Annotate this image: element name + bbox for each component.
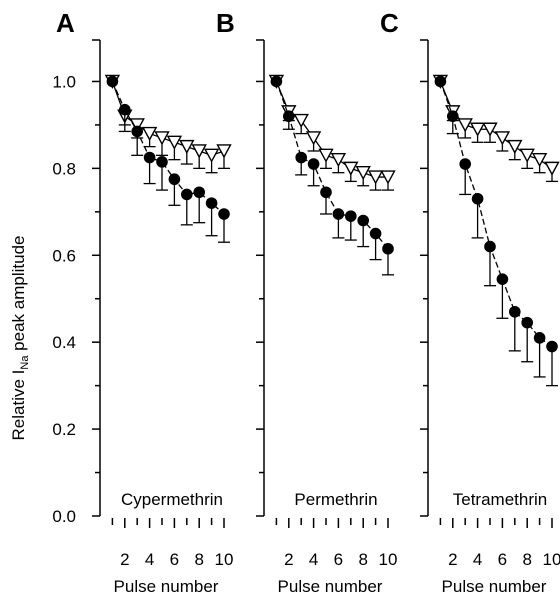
y-tick-label: 0.8 xyxy=(52,159,76,178)
x-tick-label: 2 xyxy=(448,550,457,569)
data-point xyxy=(283,110,295,123)
data-point xyxy=(131,125,143,138)
data-point xyxy=(106,75,119,88)
panel-letter: B xyxy=(216,8,235,38)
x-axis-label: Pulse number xyxy=(114,577,219,596)
data-point xyxy=(179,139,195,155)
x-tick-label: 4 xyxy=(473,550,482,569)
data-point xyxy=(320,186,332,199)
y-axis-label: Relative INa peak amplitude xyxy=(9,236,31,441)
data-point xyxy=(181,188,193,201)
series-filled-circles xyxy=(270,75,394,276)
data-point xyxy=(166,135,183,150)
data-point xyxy=(295,151,308,164)
data-point xyxy=(496,273,509,285)
panel-a: A 2 4 6 8 10 Pulse number Cypermethrin xyxy=(56,8,233,596)
data-point xyxy=(343,161,359,176)
x-axis-label: Pulse number xyxy=(278,577,383,596)
data-point xyxy=(509,305,521,318)
x-tick-label: 6 xyxy=(498,550,507,569)
data-point xyxy=(380,170,396,185)
data-point xyxy=(218,208,230,220)
data-point xyxy=(355,166,371,181)
panel-b: B 2 4 6 8 10 Pulse number Permethrin xyxy=(216,8,397,596)
data-point xyxy=(119,103,131,116)
x-axis-label: Pulse number xyxy=(442,577,547,596)
x-tick-label: 4 xyxy=(145,550,154,569)
data-point xyxy=(330,152,347,168)
data-point xyxy=(369,227,382,240)
data-point xyxy=(203,148,220,163)
data-point xyxy=(459,158,472,170)
data-point xyxy=(307,158,320,170)
data-point xyxy=(191,144,207,159)
data-point xyxy=(544,161,560,176)
panel-letter: A xyxy=(56,8,75,38)
y-tick-label: 1.0 xyxy=(52,72,76,91)
x-tick-label: 6 xyxy=(170,550,179,569)
data-point xyxy=(469,122,486,137)
x-tick-label: 2 xyxy=(284,550,293,569)
data-point xyxy=(293,113,309,129)
data-point xyxy=(531,152,548,168)
data-point xyxy=(507,139,523,155)
x-tick-label: 8 xyxy=(194,550,203,569)
data-point xyxy=(154,131,170,146)
data-point xyxy=(521,316,533,329)
panel-c: C 2 4 6 8 10 Pulse number Tetramethrin xyxy=(380,8,560,596)
data-point xyxy=(141,126,158,142)
data-point xyxy=(367,170,384,185)
data-point xyxy=(533,332,546,344)
data-point xyxy=(270,75,283,88)
x-tick-label: 10 xyxy=(379,550,398,569)
series-filled-circles xyxy=(434,75,558,387)
y-tick-label: 0.0 xyxy=(52,507,76,526)
series-filled-circles xyxy=(106,75,230,243)
data-point xyxy=(494,131,511,146)
data-point xyxy=(318,148,334,163)
data-point xyxy=(143,151,156,164)
compound-label: Permethrin xyxy=(294,490,377,509)
x-tick-label: 10 xyxy=(215,550,234,569)
data-point xyxy=(357,214,370,227)
data-point xyxy=(345,210,357,222)
x-tick-label: 6 xyxy=(334,550,343,569)
x-tick-label: 2 xyxy=(120,550,129,569)
data-point xyxy=(205,197,218,209)
data-point xyxy=(447,110,459,123)
data-point xyxy=(305,131,322,146)
x-tick-label: 8 xyxy=(358,550,367,569)
series-line xyxy=(439,81,553,348)
data-point xyxy=(168,173,181,186)
y-tick-label: 0.6 xyxy=(52,246,76,265)
compound-label: Cypermethrin xyxy=(121,490,223,509)
x-tick-label: 8 xyxy=(522,550,531,569)
data-point xyxy=(457,118,473,133)
data-point xyxy=(332,208,345,220)
data-point xyxy=(484,240,496,253)
x-tick-label: 10 xyxy=(543,550,560,569)
data-point xyxy=(382,242,394,255)
series-open-triangles xyxy=(268,74,396,191)
y-tick-labels: 0.0 0.2 0.4 0.6 0.8 1.0 xyxy=(52,72,76,526)
data-point xyxy=(193,186,205,199)
panel-letter: C xyxy=(380,8,399,38)
y-tick-label: 0.2 xyxy=(52,420,76,439)
x-tick-label: 4 xyxy=(309,550,318,569)
data-point xyxy=(216,144,232,159)
series-line xyxy=(275,81,389,250)
data-point xyxy=(546,340,558,353)
series-line xyxy=(111,81,225,215)
data-point xyxy=(434,75,447,88)
compound-label: Tetramethrin xyxy=(453,490,547,509)
data-point xyxy=(471,192,484,205)
data-point xyxy=(156,156,168,168)
data-point xyxy=(482,122,498,137)
data-point xyxy=(519,148,535,163)
y-tick-label: 0.4 xyxy=(52,333,76,352)
series-open-triangles xyxy=(432,74,560,183)
